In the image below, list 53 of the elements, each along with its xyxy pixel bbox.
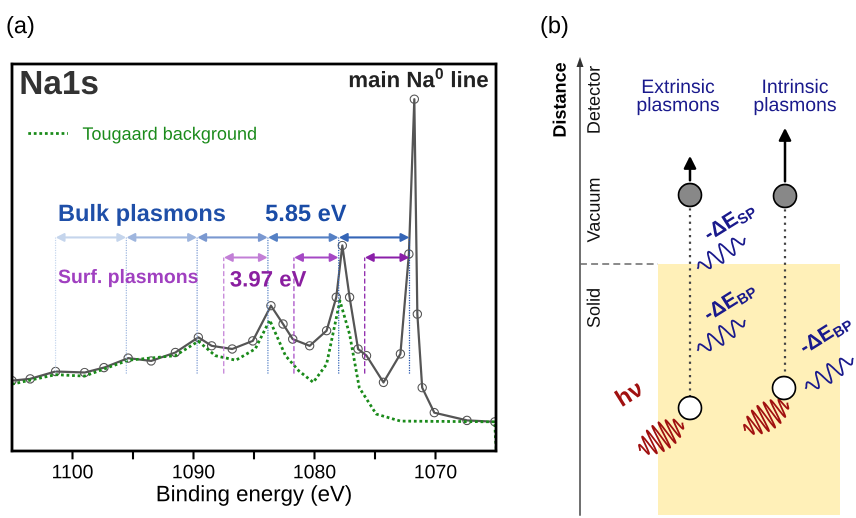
point xyxy=(412,309,422,319)
chart-subtitle: (a) xyxy=(7,16,34,38)
point xyxy=(417,382,427,392)
point xyxy=(410,94,420,104)
text: (b) xyxy=(541,16,568,38)
point xyxy=(396,349,406,359)
point xyxy=(378,378,388,388)
point xyxy=(322,326,332,336)
annotation: Bulk plasmons xyxy=(60,204,225,226)
x-axis-title: Binding energy (eV) xyxy=(158,485,351,506)
point xyxy=(25,374,35,384)
text: Extrinsic plasmons xyxy=(638,78,719,116)
point xyxy=(404,249,414,259)
point xyxy=(362,350,372,360)
point xyxy=(344,292,354,302)
point xyxy=(206,341,216,351)
legend-label: Tougaard background xyxy=(82,126,256,144)
text: main Na$^{0}$ line xyxy=(350,68,488,88)
text: Distance xyxy=(552,62,566,136)
text: -ΔE$_{BP}$ xyxy=(702,280,758,324)
point xyxy=(99,362,109,372)
point xyxy=(266,300,276,310)
point xyxy=(146,356,156,366)
annotation: Surf. plasmons xyxy=(58,268,198,288)
text: Intrinsic plasmons xyxy=(754,78,836,116)
chart-title: Na1s xyxy=(21,71,98,94)
point xyxy=(50,366,60,376)
text: -ΔE$_{SP}$ xyxy=(702,200,758,244)
point xyxy=(353,344,363,354)
point xyxy=(228,344,237,354)
point xyxy=(194,332,204,342)
point xyxy=(278,319,288,329)
text: Solid xyxy=(586,289,600,328)
text: hν xyxy=(614,378,644,407)
point xyxy=(288,334,298,344)
point xyxy=(170,348,180,358)
text: Detector xyxy=(587,66,600,133)
point xyxy=(430,408,440,418)
point xyxy=(338,240,348,250)
point xyxy=(462,416,472,426)
point xyxy=(304,341,314,351)
text: -ΔE$_{BP}$ xyxy=(798,312,854,357)
point xyxy=(332,292,341,302)
x-tick-label: 1080 xyxy=(294,464,336,478)
annotation: 3.97 eV xyxy=(230,270,306,287)
point xyxy=(123,353,133,363)
x-tick-label: 1070 xyxy=(415,464,456,478)
text: Vacuum xyxy=(587,178,600,242)
x-tick-label: 1100 xyxy=(53,464,93,478)
point xyxy=(80,368,90,378)
point xyxy=(248,336,258,346)
x-tick-label: 1090 xyxy=(173,464,214,478)
annotation: 5.85 eV xyxy=(266,204,346,222)
